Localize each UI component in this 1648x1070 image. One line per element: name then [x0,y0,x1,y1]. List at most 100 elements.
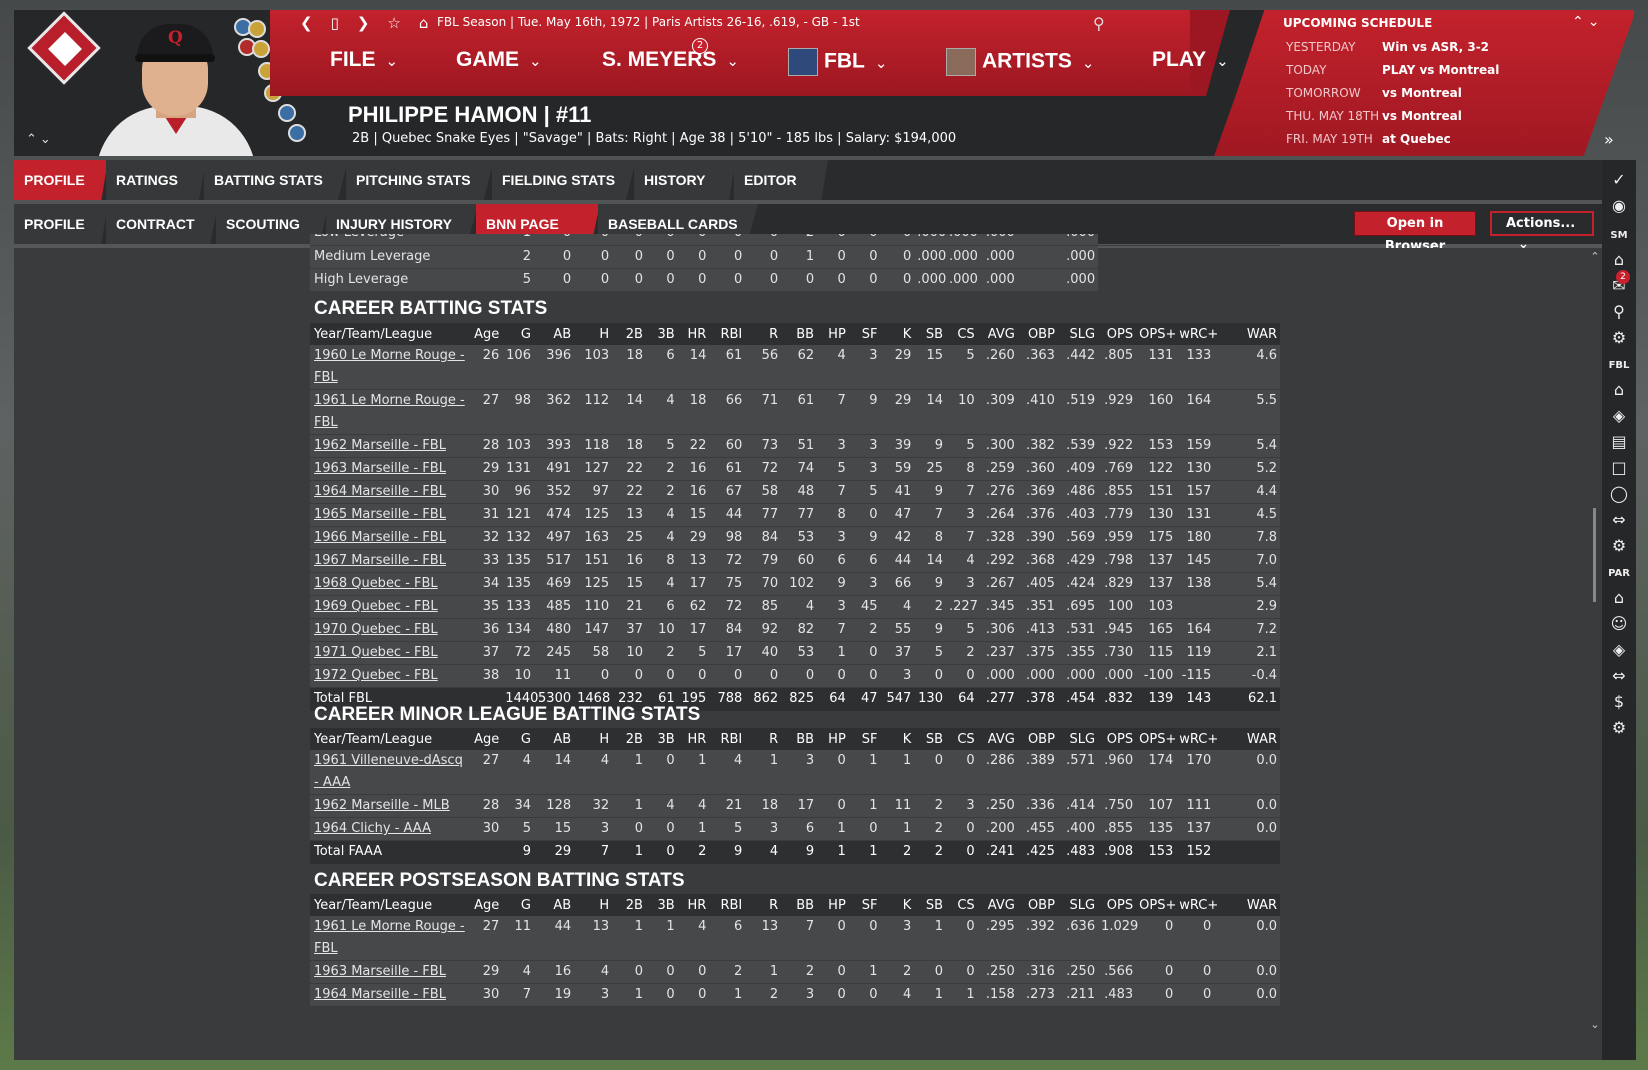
season-link[interactable]: 1971 Quebec - FBL [314,645,438,660]
column-header[interactable]: OPS [1098,728,1137,750]
trade-icon[interactable]: ⇔ [1612,510,1626,529]
column-header[interactable]: HR [677,894,710,916]
tab-fielding-stats[interactable]: FIELDING STATS [492,160,636,200]
column-header[interactable]: AB [533,323,575,345]
column-header[interactable]: OBP [1017,894,1058,916]
schedule-more-icon[interactable]: » [1604,130,1614,149]
column-header[interactable]: SB [914,323,946,345]
column-header[interactable]: 2B [612,894,646,916]
season-link[interactable]: 1960 Le Morne Rouge - FBL [314,348,465,385]
column-header[interactable]: H [574,728,613,750]
season-link[interactable]: 1969 Quebec - FBL [314,599,438,614]
scrollbar[interactable] [1588,248,1602,1040]
column-header[interactable]: SB [914,894,946,916]
column-header[interactable]: SLG [1057,728,1099,750]
gear-icon[interactable]: ⚙ [1611,328,1627,347]
subtab-baseball-cards[interactable]: BASEBALL CARDS [598,204,758,244]
search-icon[interactable]: ⚲ [1093,14,1105,33]
baseball-icon[interactable]: ◯ [1610,484,1628,503]
column-header[interactable]: H [574,323,613,345]
location-icon[interactable]: ◈ [1612,406,1626,425]
column-header[interactable]: K [880,894,915,916]
scroll-down-icon[interactable]: ⌄ [1590,1018,1600,1031]
actions-dropdown[interactable]: Actions... ⌄ [1490,211,1594,252]
menu-league[interactable]: FBL ⌄ [788,48,887,76]
column-header[interactable]: CS [945,323,978,345]
award-medal-icon[interactable] [248,20,266,38]
column-header[interactable]: AVG [977,728,1018,750]
column-header[interactable]: AB [533,894,575,916]
column-header[interactable]: RBI [709,728,746,750]
award-medal-icon[interactable] [252,40,270,58]
column-header[interactable]: OPS+ [1136,323,1176,345]
column-header[interactable]: HP [817,323,849,345]
column-header[interactable]: HR [677,728,710,750]
column-header[interactable]: Year/Team/League [310,894,469,916]
season-link[interactable]: 1962 Marseille - FBL [314,438,446,453]
column-header[interactable]: 3B [645,323,678,345]
news-icon[interactable]: ▤ [1611,432,1627,451]
column-header[interactable]: AB [533,728,575,750]
column-header[interactable]: 3B [645,894,678,916]
tab-batting-stats[interactable]: BATTING STATS [204,160,348,200]
season-link[interactable]: 1966 Marseille - FBL [314,530,446,545]
column-header[interactable]: BB [781,323,818,345]
season-link[interactable]: 1968 Quebec - FBL [314,576,438,591]
column-header[interactable]: SF [848,894,881,916]
column-header[interactable]: SLG [1057,323,1099,345]
season-link[interactable]: 1972 Quebec - FBL [314,668,438,683]
season-link[interactable]: 1965 Marseille - FBL [314,507,446,522]
home-icon[interactable]: ⌂ [1613,380,1625,399]
column-header[interactable]: 3B [645,728,678,750]
tab-editor[interactable]: EDITOR [734,160,828,200]
column-header[interactable]: BB [781,728,818,750]
column-header[interactable]: AVG [977,323,1018,345]
globe-icon[interactable]: ◉ [1612,196,1626,215]
tab-history[interactable]: HISTORY [634,160,736,200]
column-header[interactable]: Year/Team/League [310,323,469,345]
column-header[interactable]: HP [817,894,849,916]
scroll-up-icon[interactable]: ⌃ [1590,250,1600,263]
column-header[interactable]: WAR [1214,728,1280,750]
column-header[interactable]: Age [468,323,503,345]
column-header[interactable]: R [745,323,782,345]
header-collapse-icon[interactable]: ⌃⌄ [26,132,54,147]
column-header[interactable]: wRC+ [1176,323,1218,345]
column-header[interactable]: OPS+ [1136,728,1176,750]
gear-icon[interactable]: ⚙ [1611,718,1627,737]
column-header[interactable]: CS [945,894,978,916]
season-link[interactable]: 1964 Marseille - FBL [314,484,446,499]
column-header[interactable]: K [880,323,915,345]
column-header[interactable]: G [502,728,534,750]
tab-pitching-stats[interactable]: PITCHING STATS [346,160,494,200]
menu-file[interactable]: FILE ⌄ [330,48,398,72]
subtab-bnn-page[interactable]: BNN PAGE [476,204,600,244]
menu-play[interactable]: PLAY ⌄ [1152,48,1229,72]
column-header[interactable]: Age [468,894,503,916]
menu-team[interactable]: ARTISTS ⌄ [946,48,1094,76]
page-icon[interactable]: ▯ [330,14,339,32]
column-header[interactable]: SF [848,323,881,345]
gear-icon[interactable]: ⚙ [1611,536,1627,555]
season-link[interactable]: 1963 Marseille - FBL [314,964,446,979]
column-header[interactable]: WAR [1214,894,1280,916]
schedule-scroll-icon[interactable]: ⌃⌄ [1572,14,1604,30]
trade-icon[interactable]: ⇔ [1612,666,1626,685]
column-header[interactable]: OBP [1017,728,1058,750]
column-header[interactable]: 2B [612,323,646,345]
column-header[interactable]: OPS [1098,894,1137,916]
season-link[interactable]: 1962 Marseille - MLB [314,798,450,813]
scrollbar-thumb[interactable] [1593,508,1596,602]
column-header[interactable]: G [502,323,534,345]
tab-ratings[interactable]: RATINGS [106,160,206,200]
column-header[interactable]: AVG [977,894,1018,916]
column-header[interactable]: WAR [1214,323,1280,345]
season-link[interactable]: 1963 Marseille - FBL [314,461,446,476]
column-header[interactable]: SF [848,728,881,750]
column-header[interactable]: SB [914,728,946,750]
season-link[interactable]: 1970 Quebec - FBL [314,622,438,637]
season-link[interactable]: 1961 Villeneuve-dAscq - AAA [314,753,463,790]
home-icon[interactable]: ⌂ [418,14,429,32]
subtab-scouting[interactable]: SCOUTING [216,204,328,244]
stats-chart-icon[interactable]: □ [1611,458,1627,477]
